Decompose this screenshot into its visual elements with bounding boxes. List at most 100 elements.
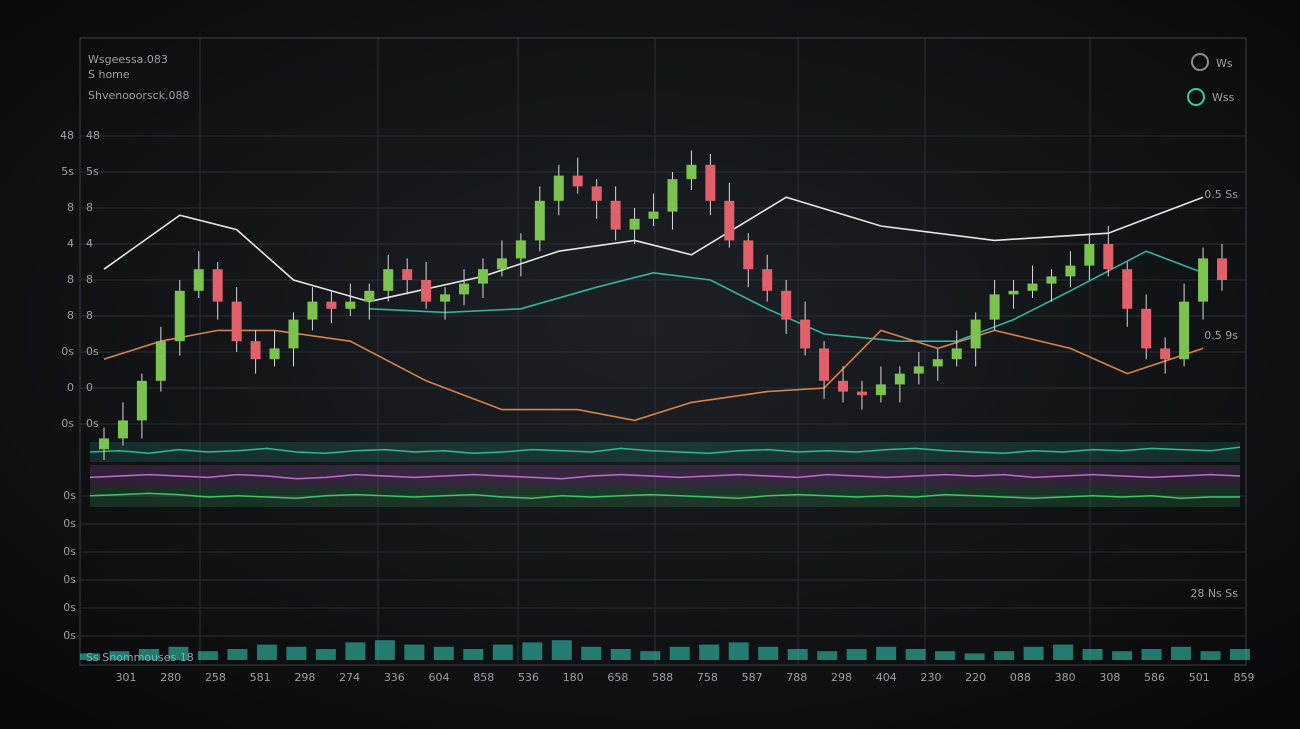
- x-tick-label: 404: [876, 671, 897, 684]
- x-tick-label: 336: [384, 671, 405, 684]
- candle-body: [1160, 348, 1171, 360]
- x-tick-label: 230: [920, 671, 941, 684]
- x-tick-label: 308: [1099, 671, 1120, 684]
- x-tick-label: 658: [607, 671, 628, 684]
- volume-bar: [345, 642, 366, 660]
- x-tick-label: 588: [652, 671, 673, 684]
- subtitle: S home: [88, 68, 130, 81]
- side-label: 0.5 9s: [1204, 329, 1238, 342]
- volume-bar: [876, 646, 897, 660]
- candle-body: [364, 290, 375, 302]
- corner-label: Ws: [1216, 57, 1233, 70]
- candle-body: [591, 186, 602, 201]
- moving-average: [103, 196, 1204, 303]
- candle-body: [1179, 301, 1190, 360]
- candle-body: [117, 420, 128, 439]
- y-tick-label: 48: [60, 129, 74, 142]
- x-tick-label: 280: [160, 671, 181, 684]
- candle-body: [307, 301, 318, 320]
- volume-bar: [787, 649, 808, 660]
- volume-bar: [935, 651, 956, 660]
- candle-body: [231, 301, 242, 342]
- candle-body: [174, 290, 185, 342]
- icon[interactable]: [1191, 53, 1209, 71]
- candle-body: [534, 200, 545, 241]
- volume-bar: [1082, 649, 1103, 660]
- corner-label: Wss: [1212, 91, 1235, 104]
- candle-body: [951, 348, 962, 360]
- candle-body: [326, 301, 337, 309]
- x-tick-label: 581: [250, 671, 271, 684]
- volume-bar: [817, 651, 838, 660]
- candle-body: [250, 341, 261, 360]
- candle-body: [743, 240, 754, 270]
- candle-body: [875, 384, 886, 396]
- candle-body: [1141, 308, 1152, 349]
- candle-body: [269, 348, 280, 360]
- candle-body: [932, 359, 943, 367]
- side-label: 28 Ns Ss: [1190, 587, 1238, 600]
- x-tick-label: 298: [831, 671, 852, 684]
- x-tick-label: 258: [205, 671, 226, 684]
- volume-bar: [197, 651, 218, 660]
- volume-bar: [1171, 646, 1192, 660]
- volume-bar: [138, 649, 159, 660]
- lower-label: 0s: [63, 629, 76, 642]
- x-tick-label: 604: [429, 671, 450, 684]
- candle-body: [838, 380, 849, 392]
- candle-body: [136, 380, 147, 421]
- candle-body: [819, 348, 830, 381]
- x-tick-label: 859: [1234, 671, 1255, 684]
- volume-bar: [404, 644, 425, 660]
- volume-bar: [433, 646, 454, 660]
- x-tick-label: 586: [1144, 671, 1165, 684]
- y-tick-label: 8: [67, 309, 74, 322]
- side-label: 0.5 Ss: [1204, 188, 1238, 201]
- candle-body: [781, 290, 792, 320]
- candle-body: [288, 319, 299, 349]
- volume-bar: [728, 642, 749, 660]
- volume-bar: [669, 646, 690, 660]
- candle-body: [1084, 244, 1095, 266]
- lower-label: 0s: [63, 517, 76, 530]
- indicator-line: [89, 446, 1241, 454]
- volume-bar: [1230, 649, 1250, 660]
- y-tick-label: 8: [67, 273, 74, 286]
- candle-body: [477, 269, 488, 284]
- candle-body: [99, 438, 109, 450]
- volume-bar: [227, 649, 248, 660]
- y-tick-label-inner: 8: [86, 201, 93, 214]
- candle-body: [667, 179, 678, 212]
- x-tick-label: 758: [697, 671, 718, 684]
- candle-body: [440, 294, 451, 302]
- candle-body: [989, 294, 1000, 320]
- candle-body: [970, 319, 981, 349]
- y-tick-label: 5s: [61, 165, 74, 178]
- lower-label: 0s: [63, 545, 76, 558]
- volume-bar: [109, 651, 130, 660]
- volume-bar: [463, 649, 484, 660]
- x-tick-label: 180: [563, 671, 584, 684]
- candle-body: [421, 280, 432, 302]
- volume-bar: [492, 644, 513, 660]
- x-tick-label: 501: [1189, 671, 1210, 684]
- candle-body: [686, 164, 697, 180]
- volume-bar: [522, 642, 543, 660]
- indicator-line: [89, 473, 1241, 480]
- volume-bar: [640, 651, 661, 660]
- icon[interactable]: [1187, 88, 1205, 106]
- candle-body: [572, 175, 583, 187]
- candle-body: [1122, 269, 1133, 309]
- candle-body: [1046, 276, 1057, 284]
- candle-body: [345, 301, 356, 309]
- y-tick-label-inner: 0: [86, 381, 93, 394]
- y-tick-label-inner: 8: [86, 309, 93, 322]
- volume-bar: [699, 644, 720, 660]
- volume-bar: [80, 653, 100, 660]
- y-tick-label: 4: [67, 237, 74, 250]
- candle-body: [856, 391, 867, 396]
- y-tick-label-inner: 4: [86, 237, 93, 250]
- candle-body: [155, 341, 166, 381]
- candle-body: [515, 240, 526, 259]
- y-tick-label: 0: [67, 381, 74, 394]
